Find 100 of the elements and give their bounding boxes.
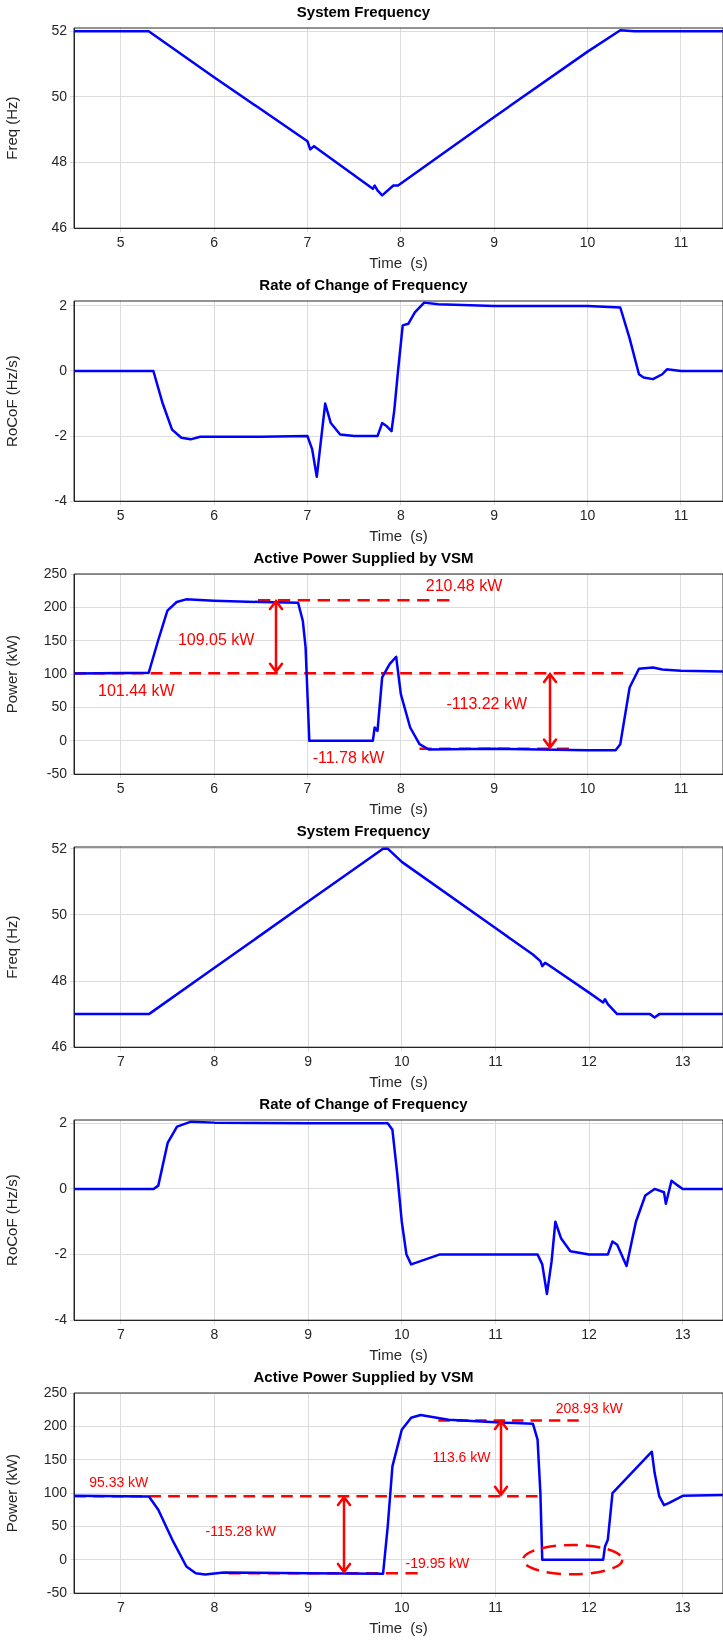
x-tick-label: 9 [304, 1326, 313, 1343]
x-tick-label: 7 [303, 780, 312, 797]
y-tick-label: -2 [54, 1245, 68, 1262]
y-tick-label: 200 [43, 598, 68, 615]
y-tick-label: 150 [43, 631, 68, 648]
y-axis-title: RoCoF (Hz/s) [3, 1174, 21, 1266]
y-tick-label: 46 [51, 219, 68, 236]
y-tick-label: 50 [51, 87, 68, 104]
x-tick-label: 7 [303, 234, 312, 251]
x-tick-label: 10 [579, 234, 596, 251]
annotation: 208.93 kW [555, 1400, 623, 1417]
x-tick-label: 5 [116, 780, 125, 797]
y-tick-label: 0 [59, 731, 68, 748]
x-axis-title: Time (s) [369, 1346, 428, 1364]
y-tick-label: -50 [46, 765, 68, 782]
y-tick-label: 48 [51, 153, 68, 170]
annotation: 95.33 kW [89, 1473, 149, 1490]
x-tick-label: 8 [396, 234, 405, 251]
x-tick-label: 12 [581, 1326, 598, 1343]
x-tick-label: 7 [303, 507, 312, 524]
x-tick-label: 7 [116, 1053, 125, 1070]
annotation: -11.78 kW [312, 748, 385, 766]
annotation: 109.05 kW [177, 631, 255, 649]
x-tick-label: 11 [673, 780, 689, 797]
y-tick-label: 100 [43, 664, 68, 681]
x-tick-label: 8 [210, 1326, 219, 1343]
x-tick-label: 8 [210, 1599, 219, 1616]
x-tick-label: 11 [488, 1053, 503, 1070]
x-tick-label: 9 [490, 234, 499, 251]
y-tick-label: 50 [51, 905, 68, 922]
y-tick-label: -50 [46, 1584, 68, 1601]
x-tick-label: 8 [396, 780, 405, 797]
x-axis-title: Time (s) [369, 800, 428, 818]
y-tick-label: -4 [54, 492, 68, 509]
x-tick-label: 12 [581, 1053, 598, 1070]
y-axis-title: RoCoF (Hz/s) [3, 355, 21, 447]
y-tick-label: 2 [59, 296, 68, 313]
y-tick-label: 0 [59, 361, 68, 378]
y-tick-label: 52 [51, 839, 68, 856]
x-tick-label: 10 [579, 507, 596, 524]
x-axis-title: Time (s) [369, 527, 428, 545]
x-tick-label: 11 [488, 1599, 503, 1616]
annotation: 113.6 kW [432, 1449, 491, 1466]
x-tick-label: 11 [673, 507, 689, 524]
x-tick-label: 6 [210, 234, 219, 251]
annotation: -115.28 kW [205, 1522, 277, 1539]
chart-title: Rate of Change of Frequency [259, 276, 469, 294]
x-tick-label: 6 [210, 780, 219, 797]
y-axis-title: Freq (Hz) [3, 915, 21, 979]
annotation: -113.22 kW [446, 694, 528, 712]
x-axis-title: Time (s) [369, 1073, 428, 1091]
x-tick-label: 9 [490, 507, 499, 524]
y-tick-label: 0 [59, 1179, 68, 1196]
x-tick-label: 13 [674, 1599, 691, 1616]
x-tick-label: 5 [116, 234, 125, 251]
x-tick-label: 11 [673, 234, 689, 251]
annotation: 101.44 kW [98, 681, 175, 699]
chart-title: System Frequency [296, 3, 431, 21]
y-tick-label: 150 [43, 1450, 68, 1467]
y-tick-label: 46 [51, 1038, 68, 1055]
y-tick-label: 48 [51, 971, 68, 988]
y-tick-label: 250 [43, 564, 68, 581]
y-tick-label: 250 [43, 1383, 68, 1400]
y-tick-label: 0 [59, 1550, 68, 1567]
x-tick-label: 9 [490, 780, 499, 797]
x-tick-label: 5 [116, 507, 125, 524]
y-tick-label: 200 [43, 1417, 68, 1434]
y-tick-label: 2 [59, 1114, 68, 1131]
x-tick-label: 10 [393, 1053, 410, 1070]
x-tick-label: 7 [116, 1326, 125, 1343]
x-tick-label: 8 [210, 1053, 219, 1070]
x-tick-label: 10 [393, 1326, 410, 1343]
x-tick-label: 12 [581, 1599, 598, 1616]
chart-title: System Frequency [296, 822, 431, 840]
chart-title: Active Power Supplied by VSM [253, 549, 474, 567]
annotation: -19.95 kW [405, 1554, 470, 1571]
x-axis-title: Time (s) [369, 254, 428, 272]
x-tick-label: 13 [674, 1053, 691, 1070]
y-tick-label: 50 [51, 1517, 68, 1534]
x-tick-label: 9 [304, 1599, 313, 1616]
x-tick-label: 11 [488, 1326, 503, 1343]
chart-title: Active Power Supplied by VSM [253, 1368, 474, 1386]
y-axis-title: Freq (Hz) [3, 96, 21, 160]
chart-title: Rate of Change of Frequency [259, 1095, 469, 1113]
x-tick-label: 10 [579, 780, 596, 797]
x-tick-label: 7 [116, 1599, 125, 1616]
x-tick-label: 8 [396, 507, 405, 524]
x-tick-label: 13 [674, 1326, 691, 1343]
x-axis-title: Time (s) [369, 1619, 428, 1637]
y-tick-label: -4 [54, 1311, 68, 1328]
y-tick-label: -2 [54, 426, 68, 443]
y-tick-label: 100 [43, 1483, 68, 1500]
x-tick-label: 10 [393, 1599, 410, 1616]
y-axis-title: Power (kW) [3, 1453, 21, 1533]
x-tick-label: 9 [304, 1053, 313, 1070]
y-tick-label: 52 [51, 22, 68, 39]
y-axis-title: Power (kW) [3, 634, 21, 714]
y-tick-label: 50 [51, 698, 68, 715]
x-tick-label: 6 [210, 507, 219, 524]
annotation: 210.48 kW [425, 577, 503, 594]
